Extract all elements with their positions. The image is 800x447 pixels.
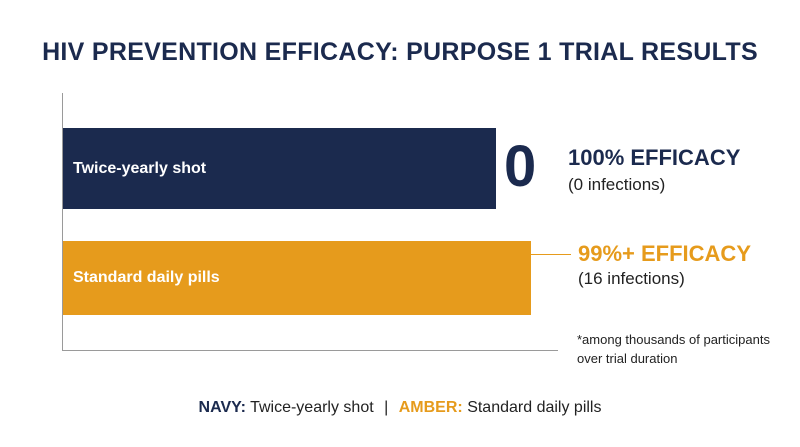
y-axis-line: [62, 93, 63, 351]
legend-separator: |: [384, 399, 389, 416]
footnote: *among thousands of participants over tr…: [577, 332, 770, 366]
legend-amber-key: AMBER:: [398, 399, 463, 416]
pills-infections-note: (16 infections): [578, 269, 685, 288]
pills-annotation-leader-line: [531, 254, 571, 255]
infection-count-zero: 0: [504, 134, 537, 199]
legend-navy-key: NAVY:: [198, 399, 246, 416]
x-axis-line: [62, 350, 558, 351]
bar-standard-daily-pills: Standard daily pills: [63, 241, 531, 315]
legend-amber-text: Standard daily pills: [467, 399, 602, 416]
legend-navy-text: Twice-yearly shot: [250, 399, 374, 416]
shot-infections-note: (0 infections): [568, 175, 666, 194]
legend: NAVY: Twice-yearly shot | AMBER: Standar…: [0, 399, 800, 417]
bar-twice-yearly-shot: Twice-yearly shot: [63, 128, 496, 209]
bar-label-standard-daily-pills: Standard daily pills: [73, 269, 220, 286]
shot-efficacy-headline: 100% EFFICACY: [568, 145, 741, 170]
bar-label-twice-yearly-shot: Twice-yearly shot: [73, 159, 207, 177]
chart-title: HIV PREVENTION EFFICACY: PURPOSE 1 TRIAL…: [42, 38, 758, 66]
pills-efficacy-headline: 99%+ EFFICACY: [578, 241, 751, 266]
